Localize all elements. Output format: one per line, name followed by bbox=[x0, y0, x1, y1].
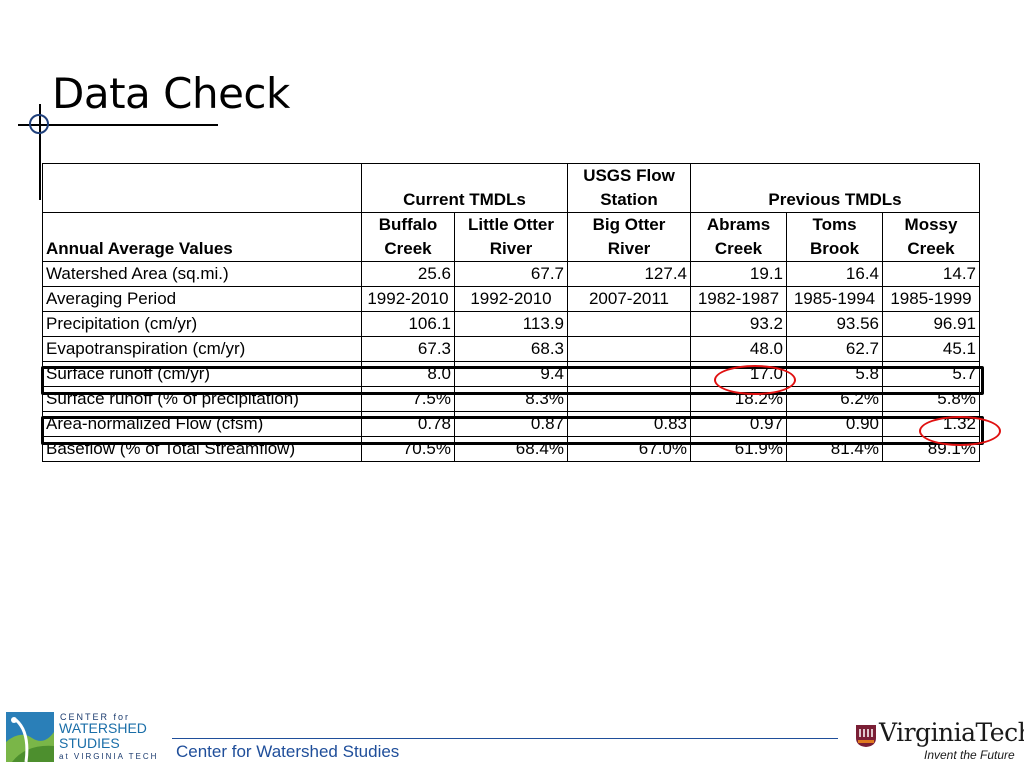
table-row: Surface runoff (% of precipitation) 7.5%… bbox=[42, 386, 980, 412]
footer-text: Center for Watershed Studies bbox=[176, 742, 400, 761]
table-cell: 67.3 bbox=[361, 336, 455, 362]
table-row: Evapotranspiration (cm/yr) 67.3 68.3 48.… bbox=[42, 336, 980, 362]
table-cell: 81.4% bbox=[786, 436, 883, 462]
table-cell: 127.4 bbox=[567, 261, 691, 287]
table-cell: 68.3 bbox=[454, 336, 568, 362]
highlight-circle-mossy-flow bbox=[919, 416, 1001, 446]
data-table: Current TMDLs USGS Flow Station Previous… bbox=[42, 163, 980, 462]
table-cell: 67.0% bbox=[567, 436, 691, 462]
table-cell: 106.1 bbox=[361, 311, 455, 337]
row-label: Watershed Area (sq.mi.) bbox=[42, 261, 362, 287]
title-decoration-vertical-line bbox=[39, 104, 41, 200]
table-row: Averaging Period 1992-2010 1992-2010 200… bbox=[42, 286, 980, 312]
logo-text-studies: STUDIES bbox=[59, 735, 120, 751]
table-cell bbox=[567, 386, 691, 412]
table-row: Watershed Area (sq.mi.) 25.6 67.7 127.4 … bbox=[42, 261, 980, 287]
table-cell: 1992-2010 bbox=[361, 286, 455, 312]
header-group-usgs-flow-station: USGS Flow Station bbox=[567, 163, 691, 213]
row-label: Evapotranspiration (cm/yr) bbox=[42, 336, 362, 362]
slide-title: Data Check bbox=[52, 69, 290, 118]
table-cell bbox=[567, 336, 691, 362]
logo-text-at-virginia-tech: at VIRGINIA TECH bbox=[59, 752, 159, 761]
table-cell: 5.7 bbox=[882, 361, 980, 387]
table-cell: 1985-1999 bbox=[882, 286, 980, 312]
table-cell: 25.6 bbox=[361, 261, 455, 287]
table-cell: 113.9 bbox=[454, 311, 568, 337]
header-row-groups: Current TMDLs USGS Flow Station Previous… bbox=[42, 163, 980, 213]
highlight-box-area-normalized-flow-row bbox=[41, 416, 984, 445]
table-cell: 62.7 bbox=[786, 336, 883, 362]
table-cell: 96.91 bbox=[882, 311, 980, 337]
logo-text-center-for: CENTER for bbox=[60, 712, 131, 722]
logo-text-watershed: WATERSHED bbox=[59, 720, 147, 736]
table-cell: 19.1 bbox=[690, 261, 787, 287]
table-cell: 48.0 bbox=[690, 336, 787, 362]
table-cell: 14.7 bbox=[882, 261, 980, 287]
table-cell: 9.4 bbox=[454, 361, 568, 387]
header-row-columns: Annual Average Values Buffalo Creek Litt… bbox=[42, 212, 980, 262]
header-col-little-otter-river: Little Otter River bbox=[454, 212, 568, 262]
table-cell bbox=[567, 311, 691, 337]
title-decoration-horizontal-line bbox=[18, 124, 218, 126]
table-cell: 1992-2010 bbox=[454, 286, 568, 312]
table-cell: 93.56 bbox=[786, 311, 883, 337]
table-cell: 45.1 bbox=[882, 336, 980, 362]
header-col-abrams-creek: Abrams Creek bbox=[690, 212, 787, 262]
header-corner-cell bbox=[42, 163, 362, 213]
virginia-tech-logo-name: VirginiaTech bbox=[879, 718, 1024, 747]
header-col-mossy-creek: Mossy Creek bbox=[882, 212, 980, 262]
table-cell: 93.2 bbox=[690, 311, 787, 337]
table-cell bbox=[567, 361, 691, 387]
row-label: Averaging Period bbox=[42, 286, 362, 312]
title-decoration-circle-icon bbox=[29, 114, 49, 134]
table-cell: 2007-2011 bbox=[567, 286, 691, 312]
row-label: Precipitation (cm/yr) bbox=[42, 311, 362, 337]
highlight-circle-abrams-surface-runoff bbox=[714, 365, 796, 395]
watershed-studies-logo-icon bbox=[6, 712, 54, 762]
header-group-previous-tmdls: Previous TMDLs bbox=[690, 163, 980, 213]
header-group-current-tmdls: Current TMDLs bbox=[361, 163, 568, 213]
table-cell: 1982-1987 bbox=[690, 286, 787, 312]
virginia-tech-shield-icon bbox=[856, 725, 876, 747]
header-annual-average-values: Annual Average Values bbox=[42, 212, 362, 262]
table-row: Precipitation (cm/yr) 106.1 113.9 93.2 9… bbox=[42, 311, 980, 337]
table-cell: 67.7 bbox=[454, 261, 568, 287]
header-col-big-otter-river: Big Otter River bbox=[567, 212, 691, 262]
virginia-tech-tagline: Invent the Future bbox=[924, 748, 1015, 762]
highlight-box-surface-runoff-row bbox=[41, 366, 984, 395]
data-table-container: Current TMDLs USGS Flow Station Previous… bbox=[42, 163, 980, 462]
table-cell: 1985-1994 bbox=[786, 286, 883, 312]
footer-divider bbox=[172, 738, 838, 739]
header-col-buffalo-creek: Buffalo Creek bbox=[361, 212, 455, 262]
table-cell: 16.4 bbox=[786, 261, 883, 287]
header-col-toms-brook: Toms Brook bbox=[786, 212, 883, 262]
